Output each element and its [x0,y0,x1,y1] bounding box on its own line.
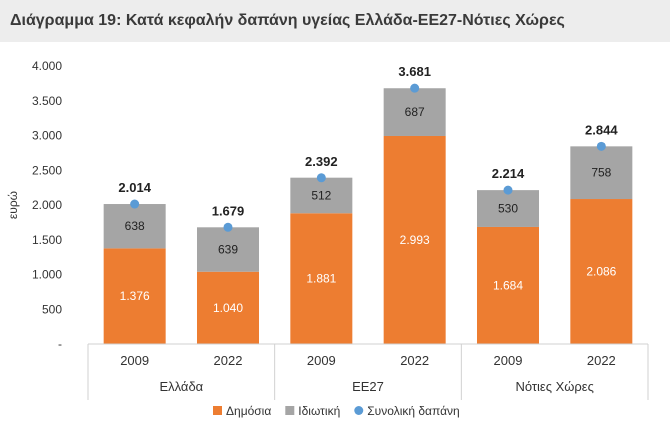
y-tick-label: 3.500 [32,94,62,108]
data-label-total: 2.014 [118,180,151,195]
data-label-total: 3.681 [398,64,431,79]
bar-public [290,213,353,344]
data-label-private: 512 [311,188,331,202]
legend-swatch-public [213,406,222,415]
data-label-total: 2.844 [585,122,618,137]
x-tick-label: 2022 [587,353,616,368]
y-tick-label: 3.000 [32,129,62,143]
bar-public [477,226,539,344]
legend-swatch-private [285,406,295,415]
data-label-total: 2.392 [305,154,338,169]
bar-private [290,177,353,214]
y-tick-label: 4.000 [32,59,62,73]
bar-private [477,190,539,227]
x-tick-label: 2009 [494,353,523,368]
data-label-private: 638 [125,219,145,233]
data-label-private: 758 [591,166,611,180]
legend-label-total: Συνολική δαπάνη [367,404,459,418]
data-label-total: 2.214 [492,166,525,181]
bar-private [383,88,446,136]
title-bar: Διάγραμμα 19: Κατά κεφαλήν δαπάνη υγείας… [0,0,670,42]
data-label-public: 1.376 [120,289,150,303]
x-group-label: Ελλάδα [159,379,203,394]
x-group-label: ΕΕ27 [352,379,384,394]
data-label-public: 2.993 [400,233,430,247]
data-label-private: 530 [498,202,518,216]
total-marker [596,141,606,151]
data-label-public: 1.040 [213,301,243,315]
bar-private [570,146,633,200]
x-tick-label: 2009 [120,353,149,368]
bar-private [103,204,166,249]
x-tick-label: 2009 [307,353,336,368]
y-tick-label: 500 [42,302,62,316]
data-label-total: 1.679 [212,203,245,218]
y-tick-label: 1.000 [32,268,62,282]
x-tick-label: 2022 [214,353,243,368]
bar-public [570,199,633,344]
legend-label-private: Ιδιωτική [298,404,340,418]
data-label-public: 2.086 [586,265,616,279]
y-tick-label: 1.500 [32,233,62,247]
total-marker [223,222,233,232]
bar-public [197,271,259,344]
y-tick-label: 2.500 [32,163,62,177]
total-marker [503,185,513,195]
data-label-private: 639 [218,243,238,257]
data-label-public: 1.881 [306,272,336,286]
legend-label-public: Δημόσια [226,404,271,418]
bar-private [197,227,259,272]
y-tick-label: - [58,337,62,351]
total-marker [130,199,140,209]
total-marker [316,173,326,183]
x-tick-label: 2022 [400,353,429,368]
total-marker [410,83,420,93]
x-group-label: Νότιες Χώρες [515,379,593,394]
y-tick-label: 2.000 [32,198,62,212]
chart-title: Διάγραμμα 19: Κατά κεφαλήν δαπάνη υγείας… [10,12,565,29]
bar-public [103,248,166,344]
legend-marker-total [354,406,364,415]
bar-public [383,135,446,344]
data-label-private: 687 [405,105,425,119]
y-axis-title: ευρώ [6,191,20,219]
data-label-public: 1.684 [493,278,523,292]
